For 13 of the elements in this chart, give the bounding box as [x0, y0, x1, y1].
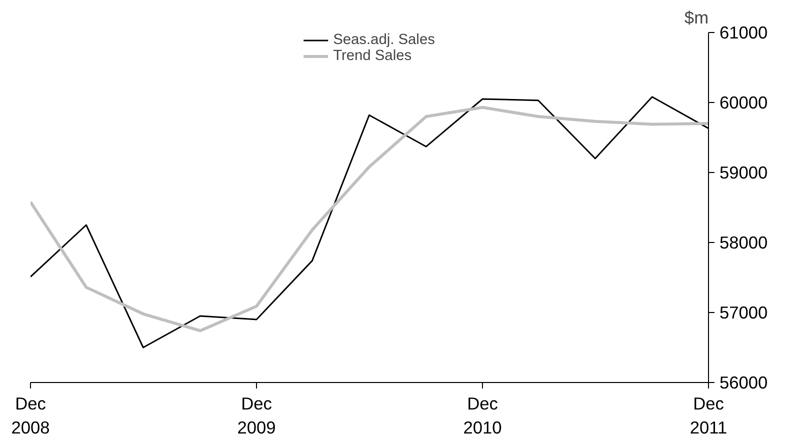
x-tick-label: Dec 2009 — [237, 394, 276, 438]
y-tick-label: 60000 — [720, 92, 768, 112]
legend-label: Seas.adj. Sales — [333, 32, 435, 48]
legend-label: Trend Sales — [333, 48, 412, 64]
y-axis-title: $m — [684, 8, 709, 28]
x-tick-label: Dec 2011 — [690, 394, 728, 438]
y-tick-label: 59000 — [720, 162, 768, 182]
y-tick-label: 58000 — [720, 232, 768, 252]
y-tick-label: 56000 — [720, 372, 768, 392]
x-tick-label: Dec 2008 — [11, 394, 50, 438]
x-tick-label: Dec 2010 — [463, 394, 502, 438]
y-tick-label: 61000 — [720, 22, 768, 42]
y-tick-label: 57000 — [720, 302, 768, 322]
